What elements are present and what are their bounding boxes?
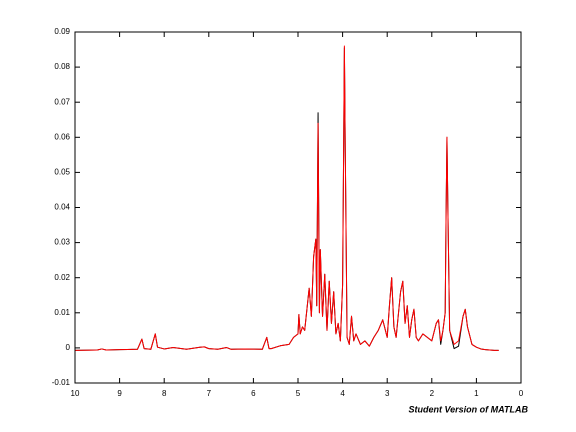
x-tick-label: 7 bbox=[207, 389, 212, 398]
y-tick-label: -0.01 bbox=[52, 378, 71, 387]
y-tick-label: 0.05 bbox=[54, 168, 70, 177]
y-tick-label: 0.02 bbox=[54, 273, 70, 282]
x-tick-label: 5 bbox=[296, 389, 301, 398]
y-tick-label: 0.04 bbox=[54, 203, 70, 212]
x-tick-label: 0 bbox=[519, 389, 524, 398]
y-tick-label: 0.03 bbox=[54, 238, 70, 247]
y-tick-label: 0 bbox=[66, 343, 71, 352]
x-tick-label: 8 bbox=[162, 389, 167, 398]
x-tick-label: 1 bbox=[474, 389, 479, 398]
x-tick-label: 9 bbox=[117, 389, 122, 398]
axes-box bbox=[74, 31, 522, 384]
y-tick-label: 0.09 bbox=[54, 27, 70, 36]
y-tick-label: 0.08 bbox=[54, 62, 70, 71]
annotation: Student Version of MATLAB bbox=[409, 404, 529, 414]
x-tick-label: 6 bbox=[251, 389, 256, 398]
data-line bbox=[74, 45, 499, 351]
x-tick-label: 2 bbox=[430, 389, 435, 398]
y-tick-label: 0.01 bbox=[54, 308, 70, 317]
y-tick-label: 0.07 bbox=[54, 97, 70, 106]
y-tick-label: 0.06 bbox=[54, 132, 70, 141]
x-tick-label: 4 bbox=[340, 389, 345, 398]
x-tick-label: 10 bbox=[71, 389, 80, 398]
x-tick-label: 3 bbox=[385, 389, 390, 398]
